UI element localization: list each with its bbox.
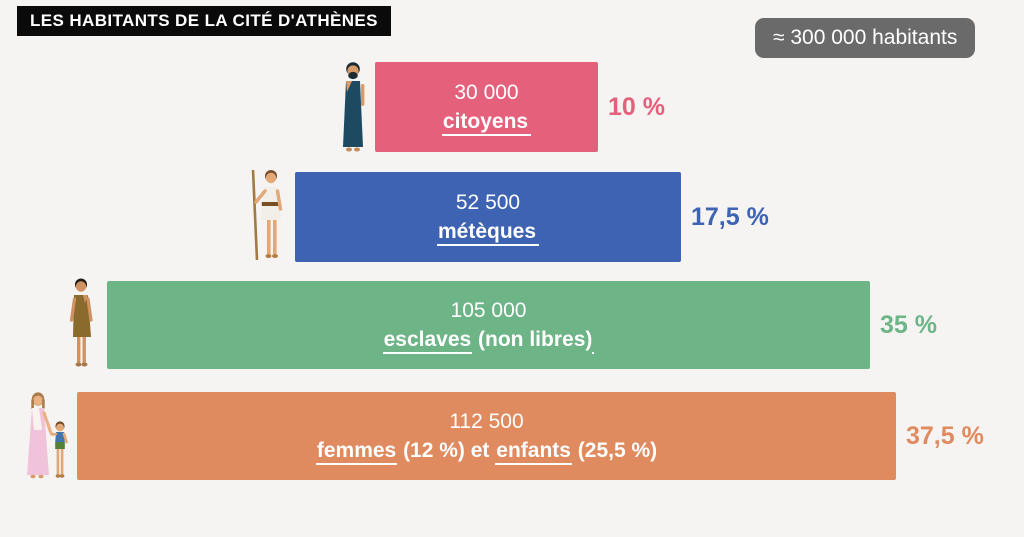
population-bar-esclaves: 105 000 esclaves (non libres) — [107, 281, 870, 369]
bar-count: 105 000 — [450, 299, 527, 322]
population-bar-meteques: 52 500 métèques — [295, 172, 681, 262]
bar-percent-meteques: 17,5 % — [691, 202, 769, 231]
bar-percent-citoyens: 10 % — [608, 92, 665, 121]
bar-label: citoyens — [441, 107, 532, 136]
population-bar-femmes-enfants: 112 500 femmes (12 %) et enfants (25,5 %… — [77, 392, 896, 480]
infographic-title: LES HABITANTS DE LA CITÉ D'ATHÈNES — [17, 6, 391, 36]
bar-percent-esclaves: 35 % — [880, 310, 937, 339]
woman-child-icon — [27, 392, 68, 479]
bar-count: 30 000 — [454, 81, 519, 104]
bar-count: 112 500 — [449, 410, 524, 433]
bar-percent-femmes-enfants: 37,5 % — [906, 421, 984, 450]
bar-label: métèques — [436, 217, 540, 246]
slave-man-icon — [69, 278, 93, 367]
bar-label: femmes (12 %) et enfants (25,5 %) — [315, 436, 657, 465]
total-population-badge: ≈ 300 000 habitants — [755, 18, 976, 58]
population-bar-citoyens: 30 000 citoyens — [375, 62, 598, 152]
bar-count: 52 500 — [455, 191, 521, 214]
metic-man-icon — [251, 169, 283, 261]
bar-label: esclaves (non libres) — [382, 325, 595, 354]
citizen-man-icon — [343, 62, 365, 152]
